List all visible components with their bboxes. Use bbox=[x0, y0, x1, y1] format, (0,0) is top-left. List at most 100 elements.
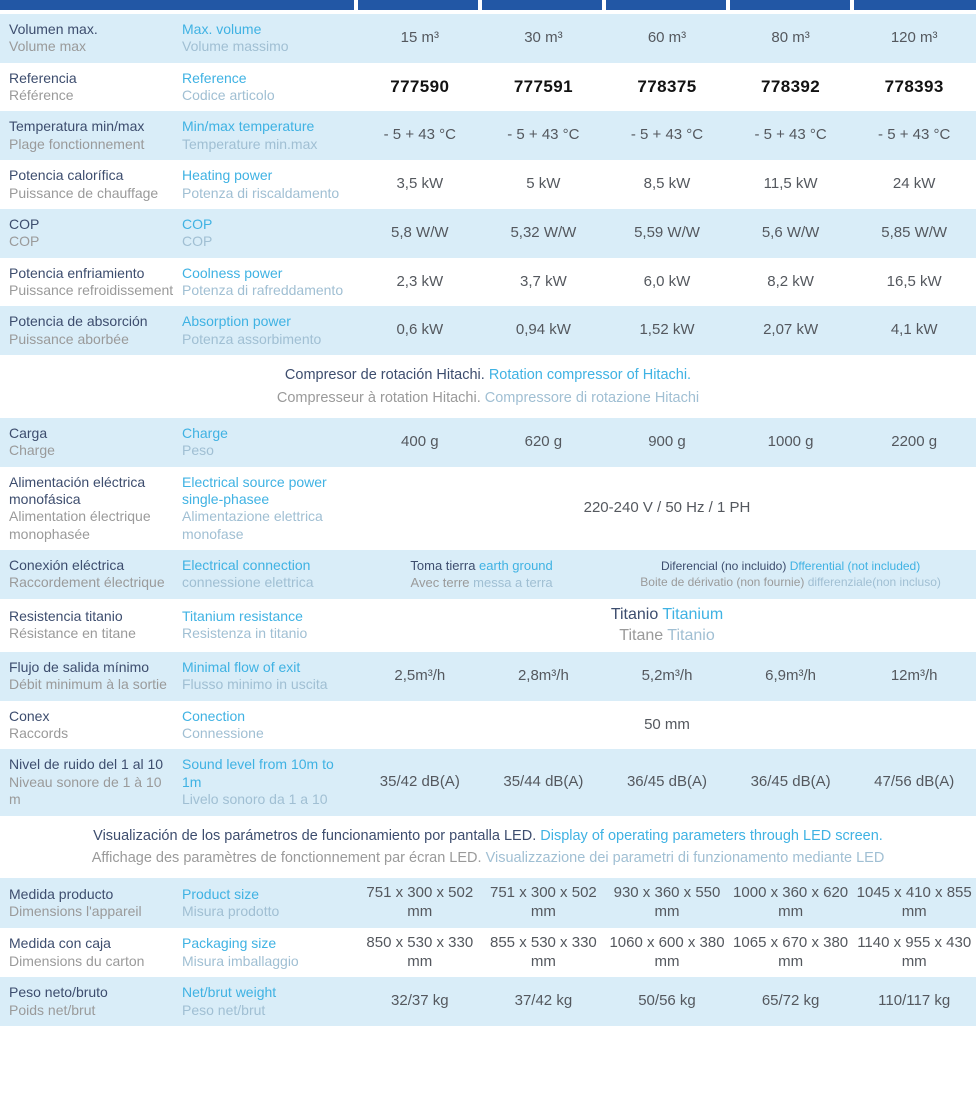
value-cell-col2: - 5 + 43 °C bbox=[507, 126, 580, 144]
value-cell-col5: 778393 bbox=[884, 77, 944, 97]
text-segment-fr: Titane bbox=[619, 627, 668, 645]
value-cell-rich-1: Titanio Titanium Titane Titanio bbox=[358, 599, 976, 652]
value-cell-col4: 1000 x 360 x 620 mm bbox=[733, 884, 849, 921]
label-french: Raccordement électrique bbox=[9, 574, 165, 591]
text-segment-fr: Compresseur à rotation Hitachi. bbox=[276, 389, 485, 406]
label-french: Débit minimum à la sortie bbox=[9, 676, 167, 693]
text-segment-es: Titanio bbox=[610, 605, 663, 623]
row-label-en-it: Coolness power Potenza di rafreddamento bbox=[180, 258, 358, 307]
text-segment-it: Visualizzazione dei parametri di funzion… bbox=[485, 850, 885, 867]
row-label-en-it: Max. volume Volume massimo bbox=[180, 14, 358, 63]
row-label-en-it: Sound level from 10m to 1m Livelo sonoro … bbox=[180, 749, 358, 815]
label-spanish: Carga bbox=[9, 424, 48, 441]
value-cell-col3: 1060 x 600 x 380 mm bbox=[609, 933, 725, 970]
label-italian: Misura prodotto bbox=[182, 903, 280, 920]
label-spanish: Referencia bbox=[9, 69, 77, 86]
value-cell-rich-2: Diferencial (no incluido) Dfferential (n… bbox=[605, 553, 976, 595]
text-segment-en: Titanium bbox=[662, 605, 724, 623]
label-english: Packaging size bbox=[182, 935, 277, 952]
row-label-en-it: Reference Codice articolo bbox=[180, 63, 358, 112]
note-line: Boite de dérivatio (non fournie) differe… bbox=[609, 574, 972, 590]
table-row-net-brut-weight: Peso neto/bruto Poids net/brut Net/brut we… bbox=[0, 977, 976, 1027]
label-italian: Codice articolo bbox=[182, 87, 275, 104]
value-cell-col4: 11,5 kW bbox=[763, 175, 818, 193]
value-cell-col3: 5,2m³/h bbox=[641, 667, 693, 685]
label-spanish: Peso neto/bruto bbox=[9, 984, 108, 1001]
header-bar-segment-col5 bbox=[854, 0, 976, 10]
row-label-en-it: Product size Misura prodotto bbox=[180, 879, 358, 928]
label-italian: Alimentazione elettrica monofase bbox=[182, 508, 323, 542]
label-spanish: Medida producto bbox=[9, 885, 114, 902]
value-cell-col3: 36/45 dB(A) bbox=[626, 773, 708, 791]
value-cell-col2: 751 x 300 x 502 mm bbox=[490, 884, 597, 921]
led-display-note: Visualización de los parámetros de funci… bbox=[0, 816, 976, 879]
label-french: Raccords bbox=[9, 725, 69, 742]
value-cell-col4: 2,07 kW bbox=[763, 321, 819, 339]
value-cell-col2: 3,7 kW bbox=[520, 272, 567, 290]
note-line: Compresor de rotación Hitachi. Rotation … bbox=[10, 364, 966, 386]
label-spanish: Conex bbox=[9, 707, 50, 724]
label-italian: connessione elettrica bbox=[182, 574, 314, 591]
value-cell-col3: 900 g bbox=[648, 432, 686, 450]
value-cell-spanning: 50 mm bbox=[644, 715, 690, 733]
value-cell-col5: 4,1 kW bbox=[890, 321, 938, 339]
value-cell-col2: 37/42 kg bbox=[514, 992, 573, 1010]
table-row-max-volume: Volumen max. Volume max Max. volume Volume … bbox=[0, 14, 976, 63]
value-cell-col3: 50/56 kg bbox=[638, 992, 696, 1010]
row-label-en-it: Net/brut weight Peso net/brut bbox=[180, 977, 358, 1026]
text-segment-en: earth ground bbox=[479, 557, 553, 573]
row-label-en-it: COP COP bbox=[180, 209, 358, 258]
label-english: Electrical connection bbox=[182, 557, 311, 574]
value-cell-col5: 120 m³ bbox=[890, 28, 938, 46]
label-english: Net/brut weight bbox=[182, 984, 277, 1001]
row-label-en-it: Titanium resistance Resistenza in titanio bbox=[180, 601, 358, 650]
value-cell-col1: 0,6 kW bbox=[396, 321, 444, 339]
row-label-en-it: Minimal flow of exit Flusso minimo in usc… bbox=[180, 652, 358, 701]
row-label-es-fr: Conexión eléctrica Raccordement électriqu… bbox=[0, 550, 180, 599]
label-spanish: Volumen max. bbox=[9, 21, 98, 37]
value-cell-col1: 751 x 300 x 502 mm bbox=[366, 884, 474, 921]
table-row-electrical-source-power-single-phasee: Alimentación eléctrica monofásica Aliment… bbox=[0, 466, 976, 551]
row-label-es-fr: Resistencia titanio Résistance en titane bbox=[0, 601, 180, 650]
value-cell-col4: 5,6 W/W bbox=[761, 223, 820, 241]
table-row-product-size: Medida producto Dimensions l'appareil Prod… bbox=[0, 878, 976, 928]
label-italian: Flusso minimo in uscita bbox=[182, 676, 328, 693]
value-cell-col1: 400 g bbox=[401, 432, 439, 450]
table-row-reference: Referencia Référence Reference Codice artic… bbox=[0, 62, 976, 112]
value-cell-col2: 30 m³ bbox=[524, 28, 563, 46]
value-cell-col4: 6,9m³/h bbox=[765, 667, 817, 685]
label-french: Référence bbox=[9, 87, 74, 104]
label-english: COP bbox=[182, 215, 213, 232]
value-cell-col5: - 5 + 43 °C bbox=[878, 126, 951, 144]
row-label-en-it: Min/max temperature Temperature min.max bbox=[180, 111, 358, 160]
text-segment-en: Dfferential (not included) bbox=[789, 559, 921, 574]
text-segment-fr: Avec terre bbox=[410, 575, 474, 591]
value-cell-col1: 32/37 kg bbox=[391, 992, 449, 1010]
spec-table: Volumen max. Volume max Max. volume Volume … bbox=[0, 14, 976, 1027]
label-english: Titanium resistance bbox=[182, 608, 303, 625]
value-cell-col1: 35/42 dB(A) bbox=[379, 773, 460, 791]
label-french: COP bbox=[9, 233, 40, 250]
note-line: Visualización de los parámetros de funci… bbox=[10, 825, 966, 847]
label-italian: Potenza di rafreddamento bbox=[182, 281, 344, 298]
table-row-charge: Carga Charge Charge Peso 400 g 620 g 900 g 1000… bbox=[0, 417, 976, 467]
value-cell-col3: 778375 bbox=[637, 77, 697, 97]
table-row-led-display-note: Visualización de los parámetros de funci… bbox=[0, 815, 976, 879]
row-label-es-fr: Temperatura min/max Plage fonctionnement bbox=[0, 111, 180, 160]
row-label-es-fr: Nivel de ruido del 1 al 10 Niveau sonore … bbox=[0, 749, 180, 815]
row-label-es-fr: Alimentación eléctrica monofásica Aliment… bbox=[0, 467, 180, 550]
text-segment-it: differenziale(non incluso) bbox=[807, 575, 941, 590]
text-segment-es: Visualización de los parámetros de funci… bbox=[93, 827, 541, 844]
value-cell-col2: 2,8m³/h bbox=[517, 667, 569, 685]
label-english: Absorption power bbox=[182, 313, 291, 330]
label-italian: Peso bbox=[182, 442, 214, 459]
value-cell-col5: 12m³/h bbox=[890, 667, 938, 685]
value-cell-col2: 35/44 dB(A) bbox=[503, 773, 584, 791]
row-label-en-it: Packaging size Misura imballaggio bbox=[180, 928, 358, 977]
text-segment-fr: Affichage des paramètres de fonctionneme… bbox=[91, 850, 486, 867]
table-row-sound-level-from-10m-to-1m: Nivel de ruido del 1 al 10 Niveau sonore … bbox=[0, 749, 976, 816]
text-segment-fr: Boite de dérivatio (non fournie) bbox=[640, 575, 808, 590]
label-french: Poids net/brut bbox=[9, 1001, 96, 1018]
label-french: Dimensions l'appareil bbox=[9, 903, 142, 920]
label-french: Plage fonctionnement bbox=[9, 135, 145, 152]
